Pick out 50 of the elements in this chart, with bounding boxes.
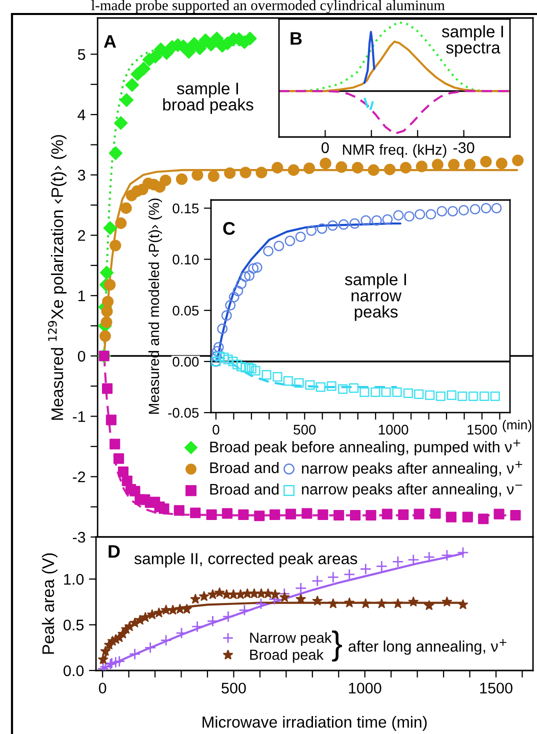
annotation: sample I broad peaks [163,82,254,114]
y-tick-label: 0.0 [64,665,84,676]
x-axis-title: NMR freq. (kHz) [343,144,446,158]
x-tick-label: 500 [222,682,246,694]
text: l-made probe supported an overmoded cylindrical aluminum [91,0,445,14]
annotation: (min) [502,420,532,432]
x-tick-label: 1000 [378,424,408,435]
y-tick-label: 3 [78,170,86,181]
y-tick-label: 0.10 [172,254,199,264]
y-tick-label: -3 [72,532,86,543]
annotation: D [108,545,120,558]
legend-label: Broad and [210,483,279,495]
x-tick-label: -30 [453,142,474,154]
legend-label: narrow peaks after annealing, ν$^{+}$ [302,461,522,477]
y-tick-label: 4 [78,110,86,120]
annotation: sample I narrow peaks [344,273,406,321]
y-tick-label: -2 [72,472,86,482]
y-tick-label: 5 [78,49,86,60]
y-tick-label: 0.00 [172,356,199,367]
x-tick-label: 1500 [468,424,497,435]
y-tick-label: 0 [78,350,86,362]
y-tick-label: 0.05 [172,306,199,316]
annotation: A [104,35,116,48]
x-tick-label: 1000 [349,682,382,694]
y-tick-label: 1.0 [64,574,84,585]
y-tick-label: 0.5 [64,620,84,630]
annotation: sample II, corrected peak areas [134,552,358,568]
y-axis-title: Measured $^{129}$Xe polarization ‹P(t)› (%) [48,135,66,420]
x-tick-label: 1500 [480,682,512,694]
y-tick-label: 1 [78,290,86,302]
y-tick-label: -1 [72,411,86,422]
y-axis-title: Peak area (V) [42,553,58,654]
y-tick-label: 0.15 [172,204,199,214]
legend-label: Broad and [210,462,279,474]
x-tick-label: 500 [294,424,316,435]
annotation: B [290,32,302,45]
legend-label: narrow peaks after annealing, ν$^{−}$ [302,483,522,498]
annotation: after long annealing, ν$^{+}$ [348,639,506,655]
annotation: C [223,222,236,235]
y-tick-label: 2 [78,230,86,241]
annotation: } [332,630,342,662]
x-axis-title: Microwave irradiation time (min) [202,716,427,731]
x-tick-label: 0 [98,682,106,694]
y-tick-label: -0.05 [168,408,199,418]
legend-label: Broad peak [250,649,324,663]
y-axis-title: Measured and modeled ‹P(t)› (%) [148,198,162,414]
legend-label: Narrow peak [250,632,332,646]
annotation: sample I spectra [442,25,503,57]
legend-label: Broad peak before annealing, pumped with ν$^{+}$ [210,440,520,456]
x-tick-label: 0 [212,424,220,435]
